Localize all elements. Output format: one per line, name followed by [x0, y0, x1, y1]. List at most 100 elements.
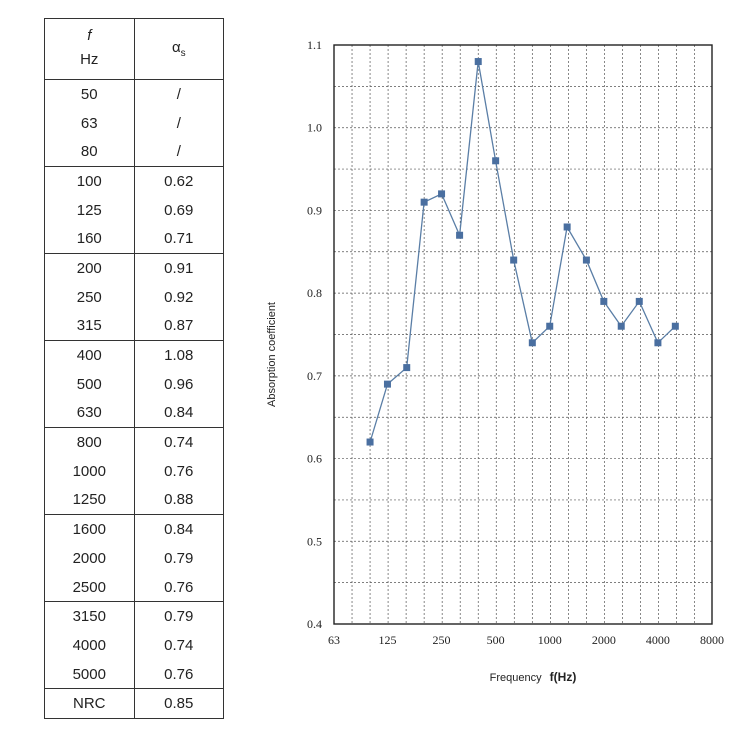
- x-tick-label: 2000: [592, 633, 616, 647]
- alpha-cell: 0.62: [133, 166, 224, 196]
- y-tick-label: 0.6: [307, 452, 322, 466]
- x-axis-label-unit: f(Hz): [550, 670, 577, 684]
- data-point-marker: [635, 297, 643, 305]
- y-tick-label: 0.9: [307, 203, 322, 217]
- y-tick-label: 0.4: [307, 617, 322, 631]
- alpha-cell: 1.08: [133, 340, 224, 370]
- frequency-cell: 50: [80, 85, 98, 103]
- data-point-marker: [492, 157, 500, 165]
- x-axis-label-text: Frequency: [490, 672, 542, 684]
- frequency-cell: 125: [76, 201, 102, 219]
- alpha-cell: 0.74: [133, 631, 224, 660]
- data-point-marker: [600, 297, 608, 305]
- frequency-cell: 1250: [44, 485, 135, 516]
- y-tick-labels: 0.4 0.5 0.6 0.7 0.8 0.9 1.0 1.1: [307, 38, 322, 631]
- alpha-symbol: αs: [171, 39, 186, 59]
- alpha-cell: 0.76: [133, 659, 224, 690]
- frequency-cell: 160: [44, 224, 135, 255]
- table-row: 125 0.69: [45, 195, 224, 225]
- y-tick-label: 0.7: [307, 369, 322, 383]
- frequency-cell: NRC: [44, 688, 135, 720]
- alpha-cell: 0.91: [133, 253, 224, 283]
- table-row: 2500 0.76: [44, 572, 224, 603]
- frequency-cell: 2000: [72, 549, 106, 567]
- table-row: 630 0.84: [44, 398, 224, 429]
- plot-frame: [333, 44, 713, 625]
- table-header-row: f Hz αs: [44, 18, 224, 80]
- frequency-unit: Hz: [80, 51, 99, 68]
- x-axis-label: Frequency f(Hz): [490, 670, 577, 684]
- frequency-cell: 400: [76, 347, 102, 365]
- y-tick-label: 1.0: [307, 121, 322, 135]
- alpha-cell: 0.92: [133, 282, 224, 312]
- data-markers: [366, 58, 679, 446]
- data-point-marker: [383, 380, 391, 388]
- alpha-cell: 0.76: [133, 572, 224, 603]
- x-tick-label: 250: [433, 633, 451, 647]
- table-row: 1000 0.76: [45, 456, 224, 486]
- data-point-marker: [546, 322, 554, 330]
- alpha-cell: 0.84: [133, 514, 224, 544]
- alpha-letter: α: [171, 39, 181, 56]
- table-row: 2000 0.79: [45, 544, 224, 573]
- frequency-header: f Hz: [44, 18, 135, 80]
- table-row: 1250 0.88: [44, 485, 224, 516]
- table-row: 80/: [44, 137, 224, 168]
- alpha-cell: 0.74: [133, 427, 224, 457]
- data-point-marker: [671, 322, 679, 330]
- data-point-marker: [420, 198, 428, 206]
- table-row: 4000 0.74: [45, 631, 224, 660]
- data-point-marker: [366, 438, 374, 446]
- table-row: 1600 0.84: [45, 514, 224, 544]
- frequency-cell: 80: [44, 137, 135, 168]
- absorption-table-container: f Hz αs 50/63/80/100 0.62 125 0.69 160 0.71 20…: [44, 18, 224, 720]
- data-point-marker: [510, 256, 518, 264]
- series-line: [369, 61, 676, 443]
- alpha-cell: /: [133, 108, 224, 138]
- data-point-marker: [438, 190, 446, 198]
- absorption-table-body: f Hz αs 50/63/80/100 0.62 125 0.69 160 0.71 20…: [44, 18, 224, 720]
- data-point-marker: [528, 339, 536, 347]
- x-tick-label: 125: [378, 633, 396, 647]
- x-tick-label: 4000: [646, 633, 670, 647]
- frequency-cell: 315: [44, 311, 135, 342]
- data-point-marker: [403, 364, 411, 372]
- alpha-cell: 0.69: [133, 195, 224, 225]
- alpha-cell: 0.76: [133, 456, 224, 486]
- alpha-cell: 0.79: [133, 544, 224, 573]
- table-row: 800 0.74: [45, 427, 224, 457]
- alpha-cell: 0.71: [133, 224, 224, 255]
- data-point-marker: [654, 339, 662, 347]
- frequency-cell: 630: [44, 398, 135, 429]
- alpha-cell: /: [133, 79, 224, 109]
- frequency-cell: 800: [76, 434, 102, 452]
- alpha-cell: 0.87: [133, 311, 224, 342]
- frequency-cell: 200: [76, 259, 102, 277]
- frequency-cell: 5000: [44, 659, 135, 690]
- alpha-cell: 0.84: [133, 398, 224, 429]
- frequency-symbol: f: [87, 27, 92, 44]
- data-point-marker: [582, 256, 590, 264]
- alpha-cell: 0.96: [133, 369, 224, 399]
- frequency-cell: 4000: [72, 636, 106, 654]
- x-tick-label: 8000: [700, 633, 724, 647]
- data-point-marker: [474, 58, 482, 66]
- absorption-table: f Hz αs 50/63/80/100 0.62 125 0.69 160 0.71 20…: [44, 18, 224, 720]
- table-row: 3150 0.79: [45, 601, 224, 632]
- table-row: 250 0.92: [45, 282, 224, 312]
- frequency-cell: 3150: [72, 608, 106, 626]
- frequency-cell: 1000: [72, 462, 106, 480]
- table-row: 63 /: [45, 108, 224, 138]
- frequency-cell: 100: [76, 172, 102, 190]
- data-point-marker: [563, 223, 571, 231]
- table-row: 100 0.62: [45, 166, 224, 196]
- alpha-cell: 0.88: [133, 485, 224, 516]
- frequency-cell: 1600: [72, 521, 106, 539]
- x-tick-labels: 63 125 250 500 1000 2000 4000 8000: [328, 633, 724, 647]
- table-row: 160 0.71: [44, 224, 224, 255]
- alpha-cell: 0.85: [133, 688, 224, 720]
- x-tick-label: 1000: [538, 633, 562, 647]
- y-tick-label: 0.5: [307, 534, 322, 548]
- table-row: 200 0.91: [45, 253, 224, 283]
